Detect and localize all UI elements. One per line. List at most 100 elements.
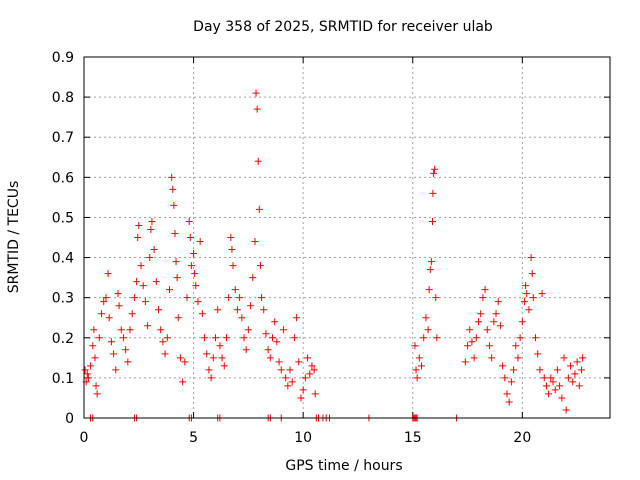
data-point xyxy=(209,354,217,362)
data-point xyxy=(310,366,318,374)
data-point xyxy=(499,362,507,370)
data-point xyxy=(185,217,193,225)
data-point xyxy=(293,314,301,322)
data-point xyxy=(273,338,281,346)
data-point xyxy=(412,366,420,374)
data-point xyxy=(433,334,441,342)
data-point xyxy=(150,246,158,254)
x-tick-label: 15 xyxy=(404,430,422,446)
data-point xyxy=(432,294,440,302)
data-point xyxy=(170,201,178,209)
data-point xyxy=(98,310,106,318)
data-point xyxy=(228,246,236,254)
data-point xyxy=(169,185,177,193)
data-point xyxy=(277,366,285,374)
data-point xyxy=(112,366,120,374)
data-point xyxy=(516,334,524,342)
data-point xyxy=(163,334,171,342)
data-point xyxy=(168,173,176,181)
data-point xyxy=(426,266,434,274)
data-point xyxy=(297,394,305,402)
data-point xyxy=(531,334,539,342)
data-point xyxy=(475,318,482,326)
data-point xyxy=(264,346,272,354)
data-point xyxy=(218,354,226,362)
data-point xyxy=(505,398,513,406)
data-point xyxy=(183,294,191,302)
data-point xyxy=(266,354,274,362)
data-point xyxy=(477,310,485,318)
data-point xyxy=(222,334,230,342)
data-point xyxy=(133,278,141,286)
data-point xyxy=(115,302,123,310)
data-point xyxy=(144,322,152,330)
data-point xyxy=(503,390,511,398)
data-point xyxy=(575,382,583,390)
data-point xyxy=(525,306,533,314)
data-point xyxy=(212,334,219,342)
data-point xyxy=(260,306,268,314)
data-point xyxy=(536,366,544,374)
data-point xyxy=(238,314,246,322)
data-point xyxy=(560,354,568,362)
data-point xyxy=(494,298,502,306)
data-point xyxy=(102,294,110,302)
data-point xyxy=(286,366,294,374)
data-point xyxy=(428,217,436,225)
data-point xyxy=(479,294,487,302)
data-point xyxy=(100,298,108,306)
y-tick-label: 0.1 xyxy=(52,371,74,387)
data-point xyxy=(512,342,520,350)
data-point xyxy=(137,262,145,270)
data-point xyxy=(430,169,438,177)
data-point xyxy=(91,354,99,362)
data-point xyxy=(522,282,530,290)
data-point xyxy=(83,370,91,378)
data-point xyxy=(110,350,118,358)
data-point xyxy=(311,390,319,398)
data-point xyxy=(84,374,92,382)
data-point xyxy=(521,298,529,306)
data-point xyxy=(105,314,113,322)
data-point xyxy=(528,270,536,278)
data-point xyxy=(483,326,491,334)
data-point xyxy=(538,290,546,298)
data-point xyxy=(254,157,262,165)
data-point xyxy=(290,334,298,342)
data-point xyxy=(464,342,472,350)
y-tick-label: 0.5 xyxy=(52,210,74,226)
data-point xyxy=(128,310,136,318)
data-point xyxy=(203,350,211,358)
data-point xyxy=(81,366,89,374)
data-point xyxy=(492,310,500,318)
plot-frame xyxy=(83,56,611,419)
x-axis-label: GPS time / hours xyxy=(285,458,402,474)
data-point xyxy=(545,390,553,398)
data-point xyxy=(152,278,160,286)
data-point xyxy=(425,286,433,294)
data-point xyxy=(165,286,173,294)
data-point xyxy=(488,354,496,362)
data-point xyxy=(578,366,586,374)
x-tick-label: 5 xyxy=(189,430,198,446)
data-point xyxy=(255,205,263,213)
data-point xyxy=(415,354,423,362)
data-point xyxy=(148,217,156,225)
data-point xyxy=(301,374,309,382)
data-point xyxy=(308,362,316,370)
data-point xyxy=(93,390,101,398)
y-tick-label: 0.8 xyxy=(52,90,74,106)
data-point xyxy=(171,229,179,237)
data-point xyxy=(146,254,154,262)
data-point xyxy=(564,374,572,382)
data-point xyxy=(496,322,504,330)
data-point xyxy=(134,234,142,241)
data-point xyxy=(174,314,182,322)
data-point xyxy=(295,358,303,366)
data-point xyxy=(501,374,509,382)
data-point xyxy=(225,294,233,302)
data-point xyxy=(549,378,557,386)
data-point xyxy=(181,358,189,366)
data-point xyxy=(233,306,241,314)
data-point xyxy=(431,165,439,173)
